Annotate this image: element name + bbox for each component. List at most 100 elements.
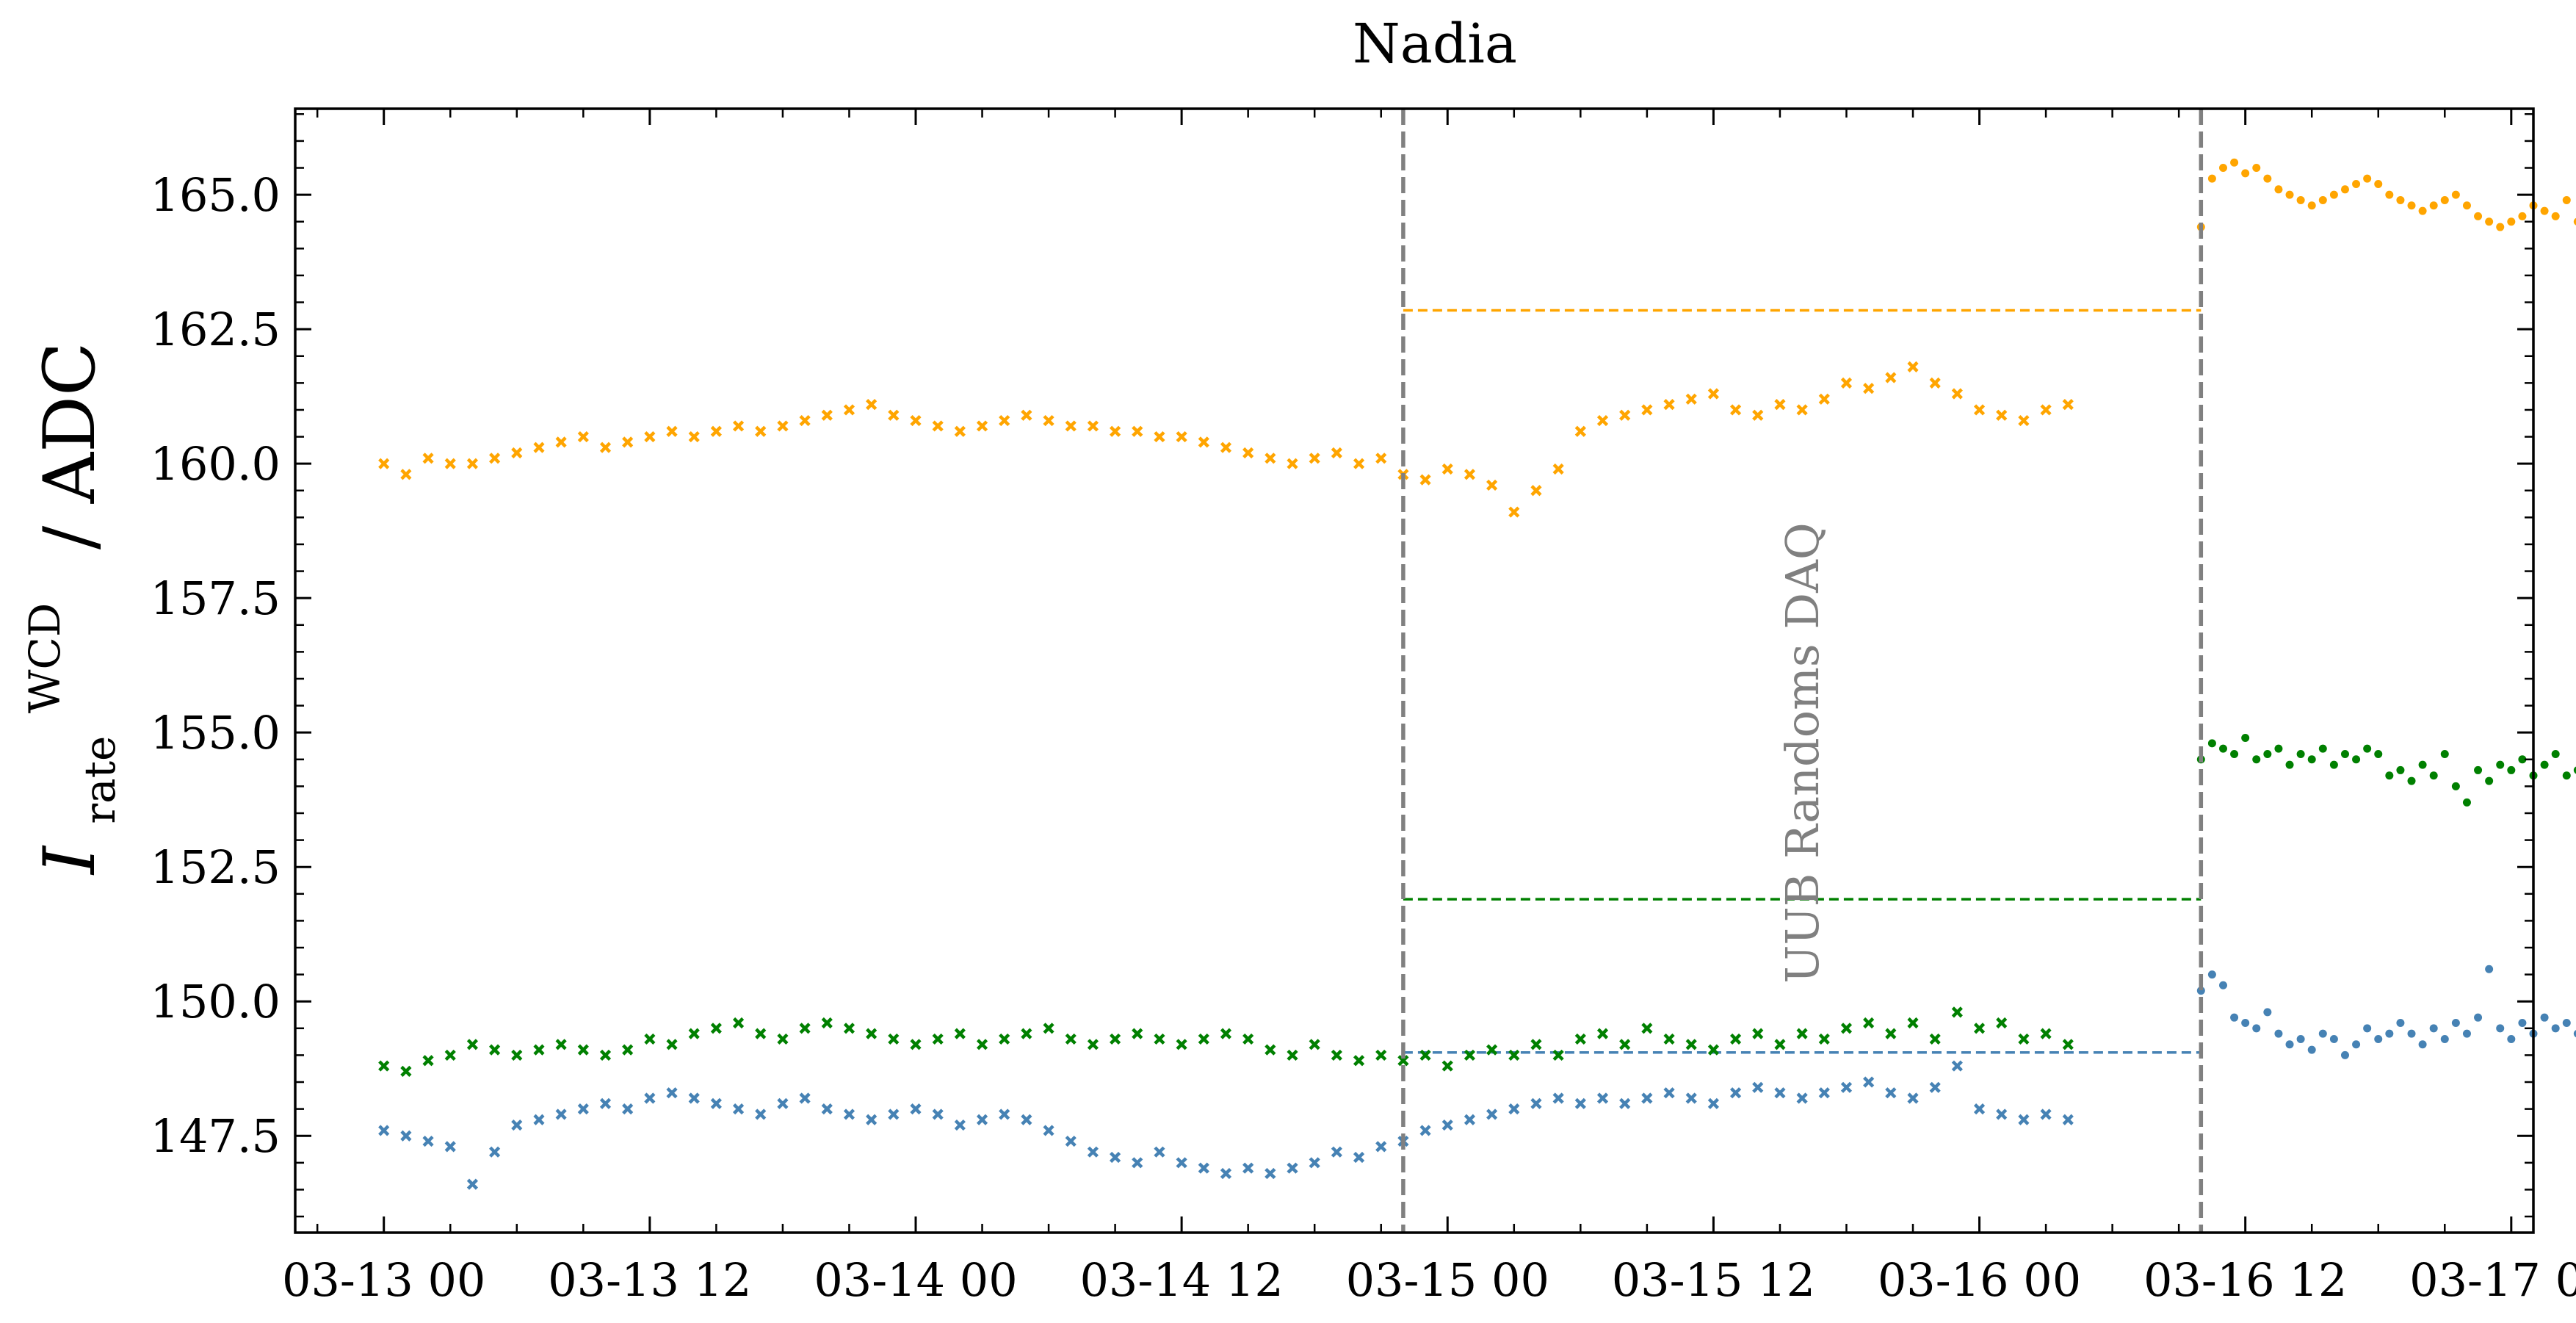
data-point-green <box>1840 1023 1853 1034</box>
data-point-blue <box>2507 1034 2516 1043</box>
data-point-blue <box>2296 1034 2305 1043</box>
data-point-green <box>1242 1033 1254 1045</box>
data-point-green <box>1021 1028 1032 1039</box>
data-point-green <box>2507 765 2516 774</box>
data-point-orange <box>1996 409 2008 421</box>
data-point-orange <box>1729 404 1742 416</box>
data-point-green <box>1109 1033 1121 1045</box>
data-point-blue <box>2230 1013 2239 1022</box>
data-point-green <box>2462 798 2471 807</box>
data-point-green <box>2440 749 2449 758</box>
y-tick-label: 152.5 <box>151 840 281 894</box>
data-point-orange <box>1265 453 1276 464</box>
data-point-green <box>1685 1039 1697 1050</box>
data-point-blue <box>688 1092 700 1104</box>
data-point-blue <box>511 1119 523 1131</box>
y-tick-label: 155.0 <box>151 706 281 760</box>
data-point-orange <box>2062 399 2074 411</box>
data-point-green <box>1752 1028 1764 1039</box>
data-point-orange <box>1685 393 1697 405</box>
data-point-green <box>1619 1039 1631 1050</box>
data-point-blue <box>1973 1103 1986 1115</box>
data-point-green <box>999 1033 1010 1045</box>
data-point-green <box>1419 1049 1431 1061</box>
data-point-green <box>932 1033 944 1045</box>
data-point-green <box>1973 1023 1986 1034</box>
data-point-blue <box>2451 1018 2460 1027</box>
data-point-orange <box>2329 190 2338 199</box>
data-point-blue <box>910 1103 922 1115</box>
data-point-blue <box>1065 1135 1077 1147</box>
data-point-green <box>1641 1023 1653 1034</box>
data-point-orange <box>666 425 678 437</box>
data-point-green <box>1464 1049 1476 1061</box>
y-tick-label: 147.5 <box>151 1109 281 1163</box>
data-point-orange <box>577 430 589 443</box>
data-point-orange <box>400 469 412 480</box>
data-point-orange <box>1752 409 1764 421</box>
data-point-blue <box>1021 1114 1032 1125</box>
data-point-orange <box>755 425 767 437</box>
data-point-green <box>1265 1044 1276 1056</box>
data-point-green <box>2263 749 2272 758</box>
data-point-blue <box>2307 1045 2316 1054</box>
data-point-blue <box>2562 1018 2571 1027</box>
data-point-orange <box>799 415 811 427</box>
data-point-green <box>888 1033 900 1045</box>
data-point-green <box>400 1065 412 1077</box>
data-point-orange <box>1796 404 1808 416</box>
data-point-green <box>1486 1044 1498 1056</box>
data-point-green <box>511 1049 523 1061</box>
data-point-orange <box>2474 212 2483 220</box>
data-point-orange <box>2263 174 2272 183</box>
data-point-orange <box>1663 399 1675 411</box>
data-point-blue <box>2241 1018 2250 1027</box>
data-point-orange <box>1109 425 1121 437</box>
data-point-blue <box>2329 1034 2338 1043</box>
data-point-orange <box>2573 217 2576 226</box>
data-point-green <box>1132 1028 1143 1039</box>
data-point-green <box>1375 1049 1387 1061</box>
data-point-green <box>444 1049 456 1061</box>
data-point-green <box>1508 1049 1520 1061</box>
data-point-blue <box>1309 1157 1320 1169</box>
data-point-blue <box>932 1108 944 1120</box>
data-point-blue <box>2551 1024 2560 1033</box>
data-point-orange <box>1508 506 1520 518</box>
data-point-orange <box>1552 463 1564 475</box>
data-point-green <box>821 1017 833 1029</box>
y-tick-label: 160.0 <box>151 437 281 491</box>
data-point-green <box>866 1028 878 1039</box>
data-point-blue <box>2018 1114 2030 1125</box>
data-point-green <box>2285 760 2294 769</box>
data-point-green <box>2407 776 2416 785</box>
data-point-orange <box>954 425 966 437</box>
data-point-green <box>2540 760 2549 769</box>
data-point-green <box>622 1044 634 1056</box>
data-point-green <box>2040 1028 2052 1039</box>
data-point-orange <box>1707 388 1720 400</box>
data-point-blue <box>2040 1108 2052 1120</box>
data-point-green <box>777 1033 789 1045</box>
data-point-green <box>1065 1033 1077 1045</box>
data-point-green <box>466 1039 479 1050</box>
data-point-blue <box>666 1087 678 1099</box>
data-point-green <box>1929 1033 1941 1045</box>
data-point-blue <box>1840 1081 1853 1093</box>
data-point-green <box>2562 771 2571 780</box>
data-point-blue <box>599 1097 612 1109</box>
data-point-blue <box>2385 1029 2394 1038</box>
daq-annotation: UUB Randoms DAQ <box>1776 522 1829 983</box>
data-point-orange <box>1242 447 1254 459</box>
x-tick-labels: 03-13 00 03-13 12 03-14 00 03-14 12 03-15 00… <box>282 1253 2576 1307</box>
data-point-blue <box>444 1141 456 1153</box>
data-point-blue <box>799 1092 811 1104</box>
y-tick-label: 165.0 <box>151 168 281 222</box>
data-point-green <box>1331 1049 1342 1061</box>
x-tick-label: 03-15 00 <box>1346 1253 1549 1307</box>
data-point-blue <box>1419 1125 1431 1136</box>
data-point-orange <box>1486 479 1498 491</box>
data-point-orange <box>777 420 789 432</box>
data-point-orange <box>1574 425 1586 437</box>
